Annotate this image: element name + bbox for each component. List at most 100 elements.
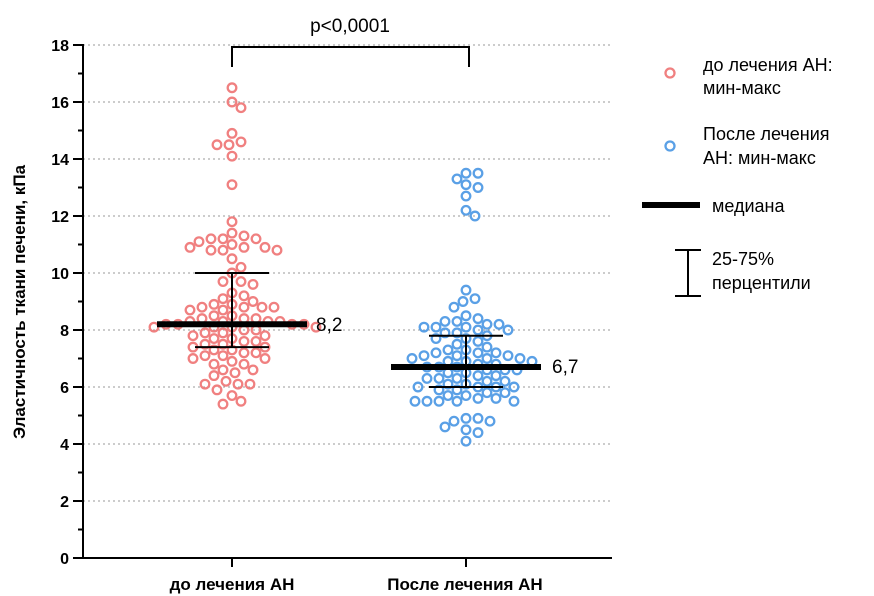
data-point xyxy=(433,395,445,407)
data-point xyxy=(409,395,421,407)
category-label-before: до лечения АН xyxy=(170,575,295,594)
data-point xyxy=(259,330,271,342)
legend-text-after: После лечения АН: мин-макс xyxy=(703,124,835,168)
data-point xyxy=(451,327,463,339)
data-point xyxy=(448,301,460,313)
data-point xyxy=(217,327,229,339)
legend-marker-after xyxy=(664,140,676,152)
data-point xyxy=(226,82,238,94)
data-point xyxy=(469,210,481,222)
data-point xyxy=(460,179,472,191)
data-point xyxy=(208,370,220,382)
data-point xyxy=(418,321,430,333)
data-point xyxy=(217,293,229,305)
median-iqr-bars xyxy=(157,272,541,388)
data-point xyxy=(238,358,250,370)
data-points xyxy=(148,82,538,447)
data-point xyxy=(433,373,445,384)
data-point xyxy=(448,415,460,427)
data-point xyxy=(247,364,259,376)
data-point xyxy=(217,304,229,316)
data-point xyxy=(235,395,247,407)
data-point xyxy=(205,233,217,245)
data-point xyxy=(226,216,238,228)
data-point xyxy=(460,204,472,216)
data-point xyxy=(460,310,472,322)
data-point xyxy=(220,375,232,387)
legend-iqr-marker xyxy=(675,249,701,297)
data-point xyxy=(199,338,211,350)
data-point xyxy=(235,261,247,273)
data-point xyxy=(502,350,514,362)
data-point xyxy=(226,239,238,250)
data-point xyxy=(208,358,220,370)
category-label-after: После лечения АН xyxy=(387,575,542,594)
y-tick-label: 8 xyxy=(60,323,69,340)
data-point xyxy=(439,327,451,339)
data-point xyxy=(508,395,520,407)
legend-text-median: медиана xyxy=(712,196,785,216)
data-point xyxy=(430,333,442,345)
y-tick-label: 0 xyxy=(60,551,69,568)
data-point xyxy=(421,373,433,384)
data-point xyxy=(484,415,496,427)
data-point xyxy=(193,236,205,248)
data-point xyxy=(247,296,259,307)
data-point xyxy=(412,381,424,393)
data-point xyxy=(217,244,229,256)
data-point xyxy=(256,301,268,313)
data-point xyxy=(481,353,493,364)
legend-marker-before xyxy=(664,67,676,79)
data-point xyxy=(439,421,451,433)
data-point xyxy=(442,344,454,356)
data-point xyxy=(250,233,262,245)
data-point xyxy=(442,390,454,402)
data-point xyxy=(490,370,502,382)
data-point xyxy=(439,316,451,327)
data-point xyxy=(451,173,463,185)
data-point xyxy=(187,353,199,364)
data-point xyxy=(226,127,238,139)
legend-text-before: до лечения АН: мин-макс xyxy=(703,55,838,98)
data-point xyxy=(451,338,463,350)
data-point xyxy=(271,244,283,256)
y-tick-label: 10 xyxy=(51,266,69,283)
data-point xyxy=(493,318,505,330)
data-point xyxy=(460,435,472,447)
data-point xyxy=(217,338,229,350)
grid-lines xyxy=(83,44,612,502)
data-point xyxy=(421,395,433,407)
data-point xyxy=(481,375,493,387)
data-point xyxy=(508,381,520,393)
data-point xyxy=(406,353,418,364)
data-point xyxy=(472,347,484,359)
data-point xyxy=(472,370,484,382)
data-point xyxy=(451,316,463,327)
data-point xyxy=(184,241,196,253)
legend-text-iqr: 25-75% перцентили xyxy=(712,249,811,293)
data-point xyxy=(490,347,502,359)
data-point xyxy=(217,233,229,245)
median-label-after: 6,7 xyxy=(552,357,578,378)
data-point xyxy=(430,321,442,333)
data-point xyxy=(229,367,241,379)
y-tick-label: 2 xyxy=(60,494,69,511)
data-point xyxy=(226,253,238,265)
data-point xyxy=(235,102,247,114)
data-point xyxy=(469,293,481,305)
data-point xyxy=(184,304,196,316)
data-point xyxy=(433,384,445,396)
data-point xyxy=(472,412,484,424)
data-point xyxy=(244,378,256,390)
data-point xyxy=(196,301,208,313)
data-point xyxy=(217,276,229,288)
data-point xyxy=(250,347,262,359)
y-tick-label: 16 xyxy=(51,95,69,112)
data-point xyxy=(199,327,211,339)
data-point xyxy=(199,350,211,362)
data-point xyxy=(211,384,223,396)
data-point xyxy=(499,387,511,399)
data-point xyxy=(514,353,526,364)
data-point xyxy=(235,276,247,288)
